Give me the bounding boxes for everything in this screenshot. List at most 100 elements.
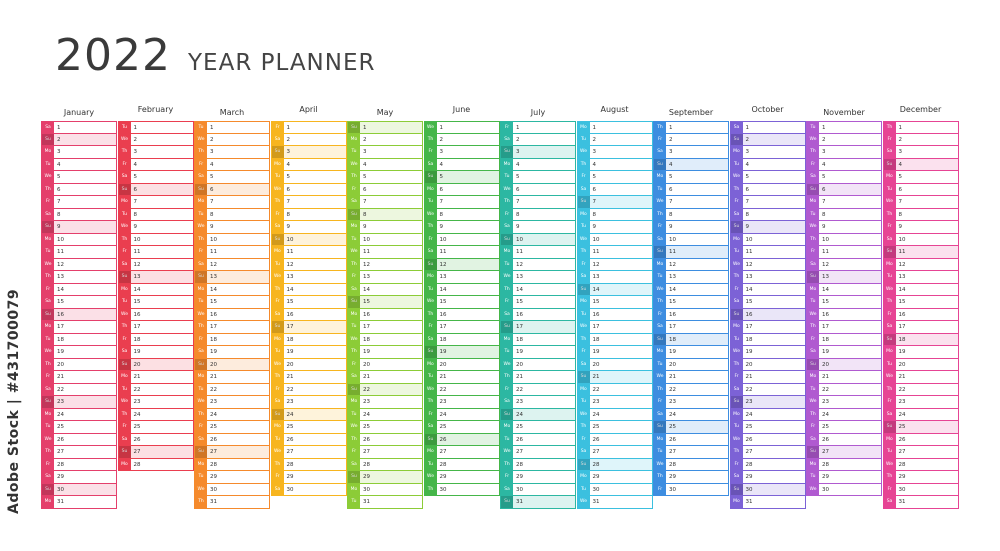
day-row[interactable]: Mo 26 <box>882 433 959 446</box>
day-row[interactable]: Tu 8 <box>194 208 270 221</box>
day-row[interactable]: Fr 18 <box>806 333 882 346</box>
day-row[interactable]: Tu 13 <box>882 271 959 284</box>
day-row[interactable]: Sa 26 <box>806 433 882 446</box>
day-row[interactable]: Fr 5 <box>576 171 653 184</box>
day-row[interactable]: Fr 2 <box>882 133 959 146</box>
day-row[interactable]: We 3 <box>576 146 653 159</box>
day-row[interactable]: Fr 12 <box>576 258 653 271</box>
day-row[interactable]: Tu 13 <box>653 271 729 284</box>
day-row[interactable]: Mo 30 <box>347 483 423 496</box>
day-row[interactable]: Tu 28 <box>423 458 500 471</box>
day-row[interactable]: We 25 <box>347 421 423 434</box>
day-row[interactable]: Mo 29 <box>576 471 653 484</box>
day-row[interactable]: Tu 25 <box>729 421 806 434</box>
day-row[interactable]: Fr 30 <box>653 483 729 496</box>
day-row[interactable]: Su 20 <box>194 358 270 371</box>
day-row[interactable]: Tu 17 <box>347 321 423 334</box>
day-row[interactable]: We 27 <box>500 446 576 459</box>
day-row[interactable]: Su 10 <box>500 233 576 246</box>
day-row[interactable]: Mo 2 <box>347 133 423 146</box>
day-row[interactable]: Tu 27 <box>882 446 959 459</box>
day-row[interactable]: Tu 7 <box>423 196 500 209</box>
day-row[interactable]: Fr 16 <box>653 308 729 321</box>
day-row[interactable]: Sa 17 <box>882 321 959 334</box>
day-row[interactable]: Tu 26 <box>500 433 576 446</box>
day-row[interactable]: Th 1 <box>882 121 959 134</box>
day-row[interactable]: Th 7 <box>270 196 347 209</box>
day-row[interactable]: Th 4 <box>576 158 653 171</box>
day-row[interactable]: We 30 <box>194 483 270 496</box>
day-row[interactable]: Su 21 <box>576 371 653 384</box>
day-row[interactable]: We 26 <box>41 433 117 446</box>
day-row[interactable]: Su 10 <box>270 233 347 246</box>
day-row[interactable]: Th 17 <box>194 321 270 334</box>
day-row[interactable]: Tu 29 <box>806 471 882 484</box>
day-row[interactable]: Su 9 <box>41 221 117 234</box>
day-row[interactable]: Tu 19 <box>500 346 576 359</box>
day-row[interactable]: Mo 7 <box>117 196 194 209</box>
day-row[interactable]: Sa 18 <box>423 333 500 346</box>
day-row[interactable]: Fr 28 <box>729 458 806 471</box>
day-row[interactable]: Sa 4 <box>423 158 500 171</box>
day-row[interactable]: Sa 19 <box>806 346 882 359</box>
day-row[interactable]: We 18 <box>347 333 423 346</box>
day-row[interactable]: Fr 26 <box>576 433 653 446</box>
day-row[interactable]: Tu 8 <box>117 208 194 221</box>
day-row[interactable]: Sa 5 <box>117 171 194 184</box>
day-row[interactable]: Fr 25 <box>117 421 194 434</box>
day-row[interactable]: Mo 26 <box>653 433 729 446</box>
day-row[interactable]: Fr 20 <box>347 358 423 371</box>
day-row[interactable]: We 27 <box>270 446 347 459</box>
day-row[interactable]: Th 15 <box>882 296 959 309</box>
day-row[interactable]: We 7 <box>653 196 729 209</box>
day-row[interactable]: We 14 <box>653 283 729 296</box>
day-row[interactable]: Fr 15 <box>500 296 576 309</box>
day-row[interactable]: Sa 24 <box>653 408 729 421</box>
day-row[interactable]: Mo 12 <box>653 258 729 271</box>
day-row[interactable]: Fr 8 <box>500 208 576 221</box>
day-row[interactable]: Mo 28 <box>806 458 882 471</box>
day-row[interactable]: Th 11 <box>576 246 653 259</box>
day-row[interactable]: Sa 30 <box>270 483 347 496</box>
day-row[interactable]: Th 26 <box>347 433 423 446</box>
day-row[interactable]: Mo 23 <box>347 396 423 409</box>
day-row[interactable]: Sa 22 <box>729 383 806 396</box>
day-row[interactable]: Mo 5 <box>882 171 959 184</box>
day-row[interactable]: We 12 <box>729 258 806 271</box>
day-row[interactable]: Mo 11 <box>270 246 347 259</box>
day-row[interactable]: Sa 8 <box>41 208 117 221</box>
day-row[interactable]: Tu 6 <box>882 183 959 196</box>
day-row[interactable]: Tu 29 <box>194 471 270 484</box>
day-row[interactable]: Su 23 <box>41 396 117 409</box>
day-row[interactable]: Fr 30 <box>882 483 959 496</box>
day-row[interactable]: Su 26 <box>423 433 500 446</box>
day-row[interactable]: Mo 21 <box>194 371 270 384</box>
day-row[interactable]: Su 6 <box>806 183 882 196</box>
day-row[interactable]: Th 16 <box>423 308 500 321</box>
day-row[interactable]: Sa 9 <box>500 221 576 234</box>
day-row[interactable]: Mo 27 <box>423 446 500 459</box>
day-row[interactable]: Mo 18 <box>270 333 347 346</box>
day-row[interactable]: Fr 11 <box>194 246 270 259</box>
day-row[interactable]: We 30 <box>806 483 882 496</box>
day-row[interactable]: Th 27 <box>41 446 117 459</box>
day-row[interactable]: Th 28 <box>270 458 347 471</box>
day-row[interactable]: Fr 9 <box>653 221 729 234</box>
day-row[interactable]: Th 2 <box>423 133 500 146</box>
day-row[interactable]: We 13 <box>500 271 576 284</box>
day-row[interactable]: Mo 28 <box>194 458 270 471</box>
day-row[interactable]: Fr 10 <box>423 233 500 246</box>
day-row[interactable]: We 2 <box>806 133 882 146</box>
day-row[interactable]: Su 6 <box>194 183 270 196</box>
day-row[interactable]: We 21 <box>653 371 729 384</box>
day-row[interactable]: Fr 24 <box>423 408 500 421</box>
day-row[interactable]: Fr 14 <box>41 283 117 296</box>
day-row[interactable]: Tu 20 <box>653 358 729 371</box>
day-row[interactable]: Tu 8 <box>806 208 882 221</box>
day-row[interactable]: Fr 21 <box>41 371 117 384</box>
day-row[interactable]: Sa 30 <box>500 483 576 496</box>
day-row[interactable]: Tu 19 <box>270 346 347 359</box>
day-row[interactable]: We 11 <box>347 246 423 259</box>
day-row[interactable]: Tu 1 <box>806 121 882 134</box>
day-row[interactable]: Sa 10 <box>653 233 729 246</box>
